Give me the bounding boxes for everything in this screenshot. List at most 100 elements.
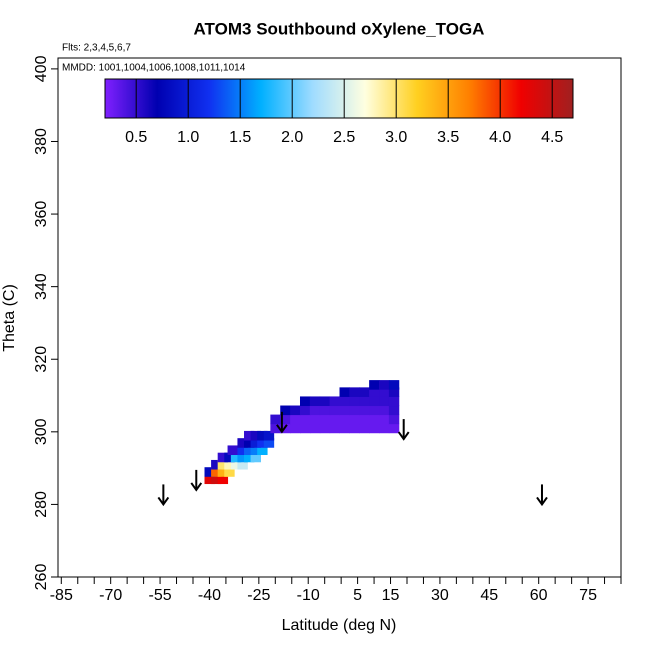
cell [379,380,390,390]
y-tick-label: 260 [33,564,50,591]
cell [280,405,291,416]
cell [329,423,340,434]
cell [309,423,321,434]
colorbar-tick-label: 4.5 [541,129,563,146]
marker-head [157,496,170,507]
cell [319,405,331,416]
cell [237,438,248,448]
cell [359,423,370,434]
cell [329,405,340,416]
cell [204,474,215,485]
cell [388,405,400,416]
colorbar-tick-label: 3.0 [385,129,407,146]
colorbar-tick-label: 2.5 [333,129,355,146]
cell [299,396,311,407]
cell [237,452,248,463]
flights-label: Flts: 2,3,4,5,6,7 [62,43,131,54]
cell [359,414,370,425]
cell [388,387,400,397]
cell [369,405,380,416]
cell [224,452,235,463]
x-axis-label: Latitude (deg N) [282,617,397,634]
cell [339,423,350,434]
flight-marker [276,411,288,434]
cell [299,405,311,416]
y-tick-label: 360 [33,201,50,228]
dates-label: MMDD: 1001,1004,1006,1008,1011,1014 [62,63,246,74]
cell [244,445,255,456]
cell [250,430,261,441]
cell [309,405,321,416]
cell [257,438,268,448]
flight-marker [190,469,203,492]
cell [211,467,222,477]
cell [263,438,275,448]
cell [217,474,229,485]
cell [270,414,281,425]
cell [270,423,281,434]
cell [379,387,390,397]
cell [217,452,229,463]
cell [329,396,340,407]
cell [379,414,390,425]
cell [379,396,390,407]
cell [339,405,350,416]
cell [257,445,268,456]
cell [204,467,215,477]
cell [359,405,370,416]
colorbar-tick-label: 0.5 [125,129,147,146]
chart-title: ATOM3 Southbound oXylene_TOGA [194,19,485,38]
cell [319,414,331,425]
x-tick-label: -25 [247,587,270,604]
x-tick-label: 30 [431,587,449,604]
cell [227,445,238,456]
x-tick-label: -10 [297,587,320,604]
cell [369,387,380,397]
cell [349,423,360,434]
cell [244,438,255,448]
cell [250,445,261,456]
cell [349,396,360,407]
colorbar-tick-label: 2.0 [281,129,303,146]
cell [309,414,321,425]
x-tick-label: 75 [579,587,597,604]
cell [379,405,390,416]
cell [244,452,255,463]
cell [349,405,360,416]
flight-marker [397,419,410,441]
cell [290,405,301,416]
marker-head [190,482,203,492]
cell [230,452,242,463]
x-tick-label: -55 [149,587,172,604]
flight-marker [157,484,170,507]
cell [349,414,360,425]
colorbar-tick-label: 1.0 [177,129,199,146]
x-tick-label: -70 [99,587,122,604]
x-tick-label: -40 [198,587,221,604]
y-tick-label: 280 [33,491,50,518]
marker-head [397,431,410,441]
x-tick-label: -85 [50,587,73,604]
cell [388,380,400,390]
y-tick-label: 380 [33,128,50,155]
cell [250,452,261,463]
cell [299,414,311,425]
cell [339,387,350,397]
y-axis-label: Theta (C) [1,284,18,352]
cell [244,430,255,441]
cell [230,459,242,470]
colorbar [104,78,574,119]
x-tick-label: 5 [353,587,362,604]
cell [217,459,229,470]
cell [290,414,301,425]
cell [217,467,229,477]
cell [388,423,400,434]
cell [319,396,331,407]
cell [349,387,360,397]
cell [309,396,321,407]
cell [339,414,350,425]
cell [299,423,311,434]
cell [263,430,275,441]
cell [369,414,380,425]
cell [388,396,400,407]
